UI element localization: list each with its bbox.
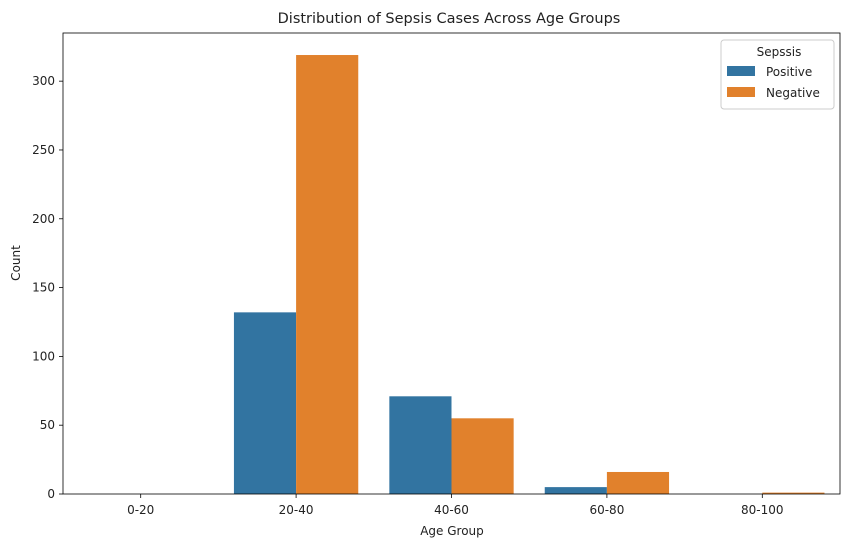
bar-negative-60-80 [606, 471, 670, 494]
x-axis-label: Age Group [420, 524, 484, 538]
bar-positive-40-60 [389, 396, 452, 494]
x-tick-label: 80-100 [741, 503, 784, 517]
y-tick-label: 100 [32, 349, 55, 363]
bar-negative-40-60 [451, 418, 514, 494]
x-tick-label: 0-20 [127, 503, 154, 517]
y-tick-label: 0 [47, 487, 55, 501]
legend-label-negative: Negative [766, 86, 820, 100]
bar-negative-20-40 [296, 55, 359, 495]
x-tick-label: 60-80 [589, 503, 624, 517]
legend: Sepssis Positive Negative [720, 39, 835, 110]
bar-positive-20-40 [233, 312, 297, 494]
y-tick-label: 50 [40, 418, 55, 432]
legend-title: Sepssis [757, 45, 802, 59]
x-tick-label: 20-40 [279, 503, 314, 517]
y-axis: 0 50 100 150 200 250 300 [32, 74, 63, 501]
x-tick-label: 40-60 [434, 503, 469, 517]
bar-positive-60-80 [544, 487, 607, 494]
y-tick-label: 300 [32, 74, 55, 88]
y-tick-label: 250 [32, 143, 55, 157]
x-axis: 0-20 20-40 40-60 60-80 80-100 [127, 494, 784, 517]
y-tick-label: 200 [32, 212, 55, 226]
chart-title: Distribution of Sepsis Cases Across Age … [278, 11, 621, 27]
legend-swatch-negative [727, 87, 755, 97]
legend-swatch-positive [727, 66, 755, 76]
bar-negative-80-100 [762, 492, 825, 494]
legend-label-positive: Positive [766, 65, 812, 79]
y-tick-label: 150 [32, 281, 55, 295]
y-axis-label: Count [9, 245, 23, 281]
plot-frame [62, 32, 841, 495]
bars-group [233, 55, 825, 495]
